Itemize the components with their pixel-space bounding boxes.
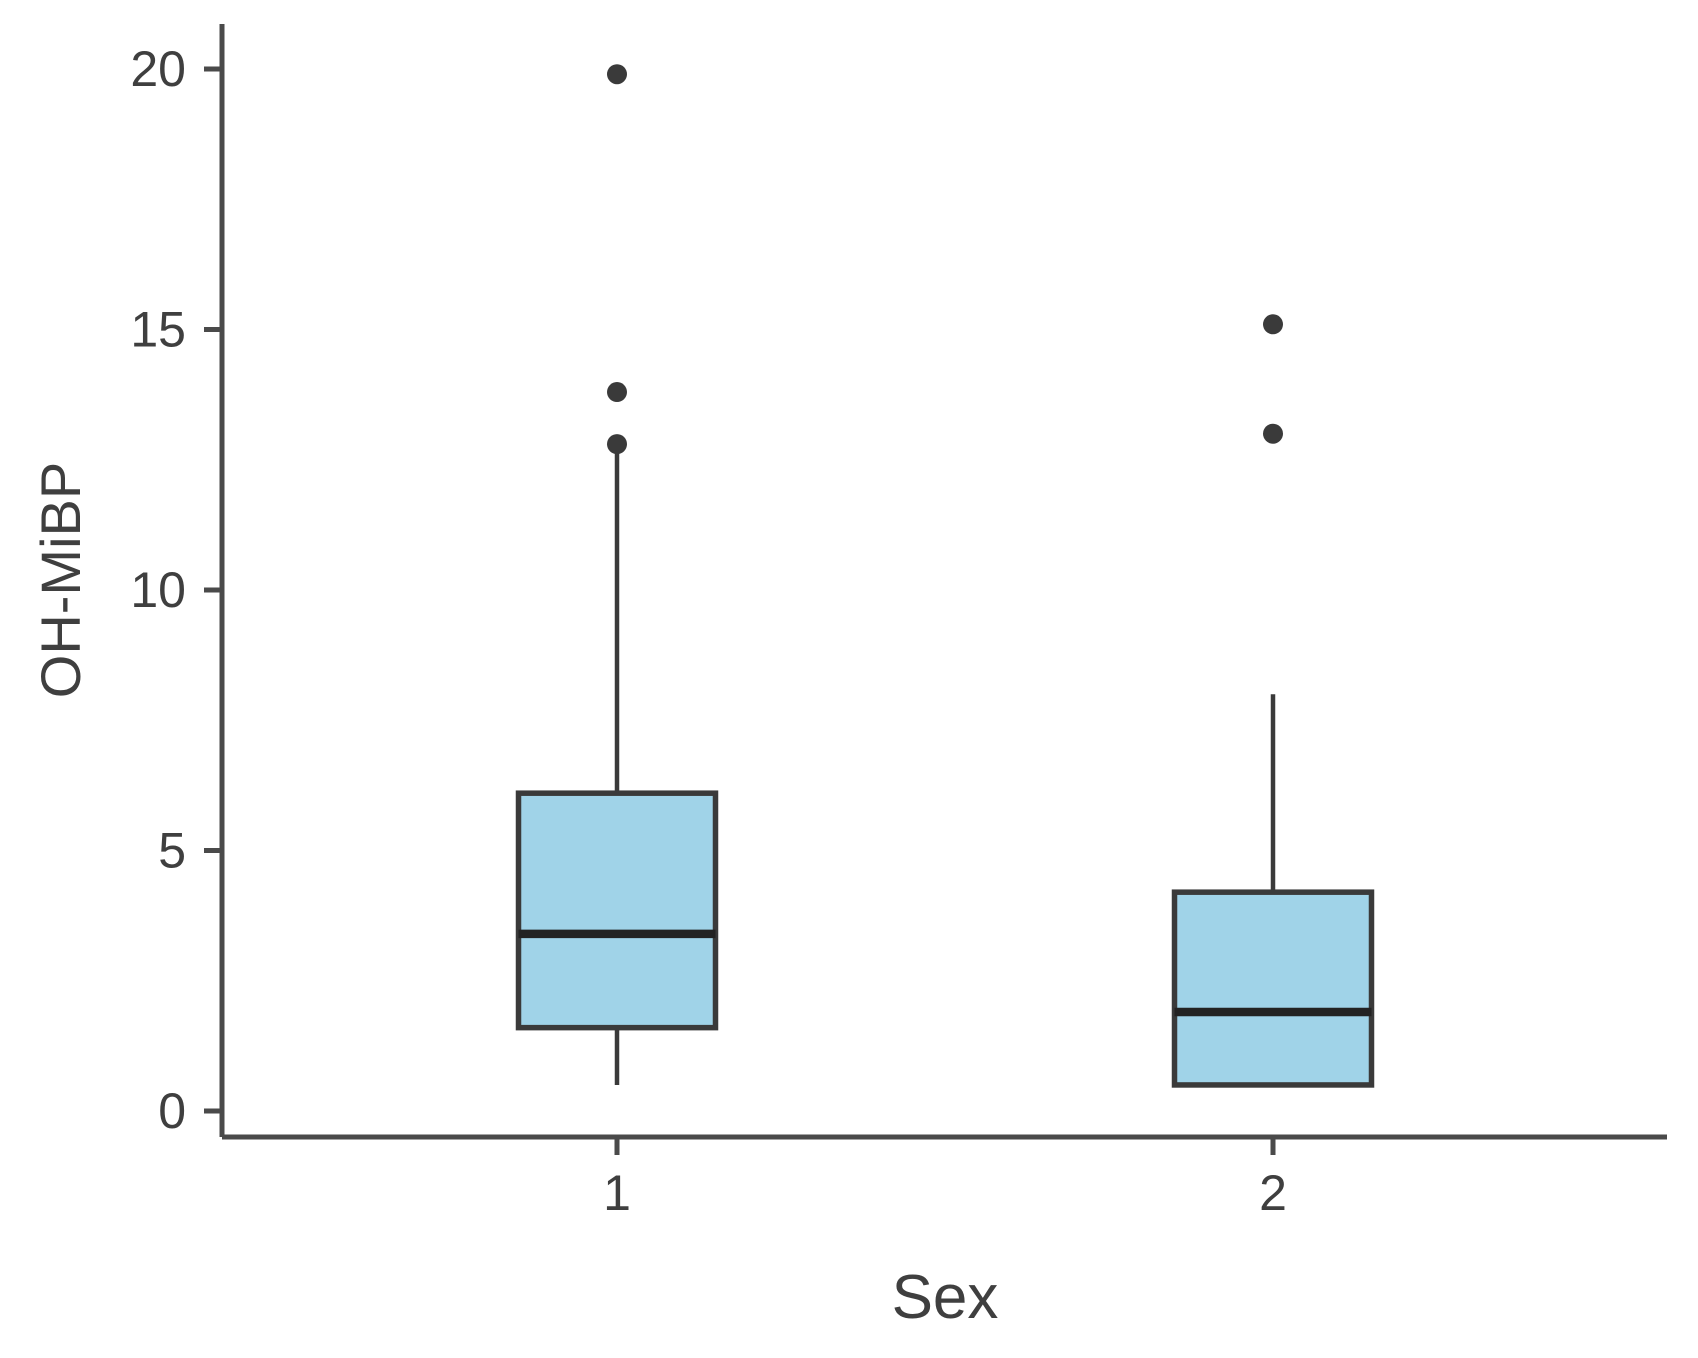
x-tick-label: 2 <box>1259 1165 1287 1221</box>
y-tick-label: 5 <box>158 823 186 879</box>
y-tick-label: 20 <box>130 41 186 97</box>
outlier-dot <box>607 434 627 455</box>
y-axis-title: OH-MiBP <box>29 462 92 698</box>
iqr-box <box>515 790 719 1031</box>
box-group-2 <box>1171 314 1375 1088</box>
outlier-dot <box>607 64 627 85</box>
y-tick-label: 10 <box>130 562 186 618</box>
ticks-layer: 0 5 10 15 20 1 2 <box>130 41 1287 1221</box>
x-axis-title: Sex <box>892 1263 999 1332</box>
iqr-box <box>1171 889 1375 1088</box>
outlier-dot <box>607 382 627 403</box>
y-tick-label: 0 <box>158 1083 186 1139</box>
x-tick-label: 1 <box>603 1165 631 1221</box>
y-tick-label: 15 <box>130 302 186 358</box>
outlier-dot <box>1263 423 1283 444</box>
outlier-dot <box>1263 314 1283 335</box>
series-layer <box>515 64 1375 1088</box>
box-group-1 <box>515 64 719 1085</box>
